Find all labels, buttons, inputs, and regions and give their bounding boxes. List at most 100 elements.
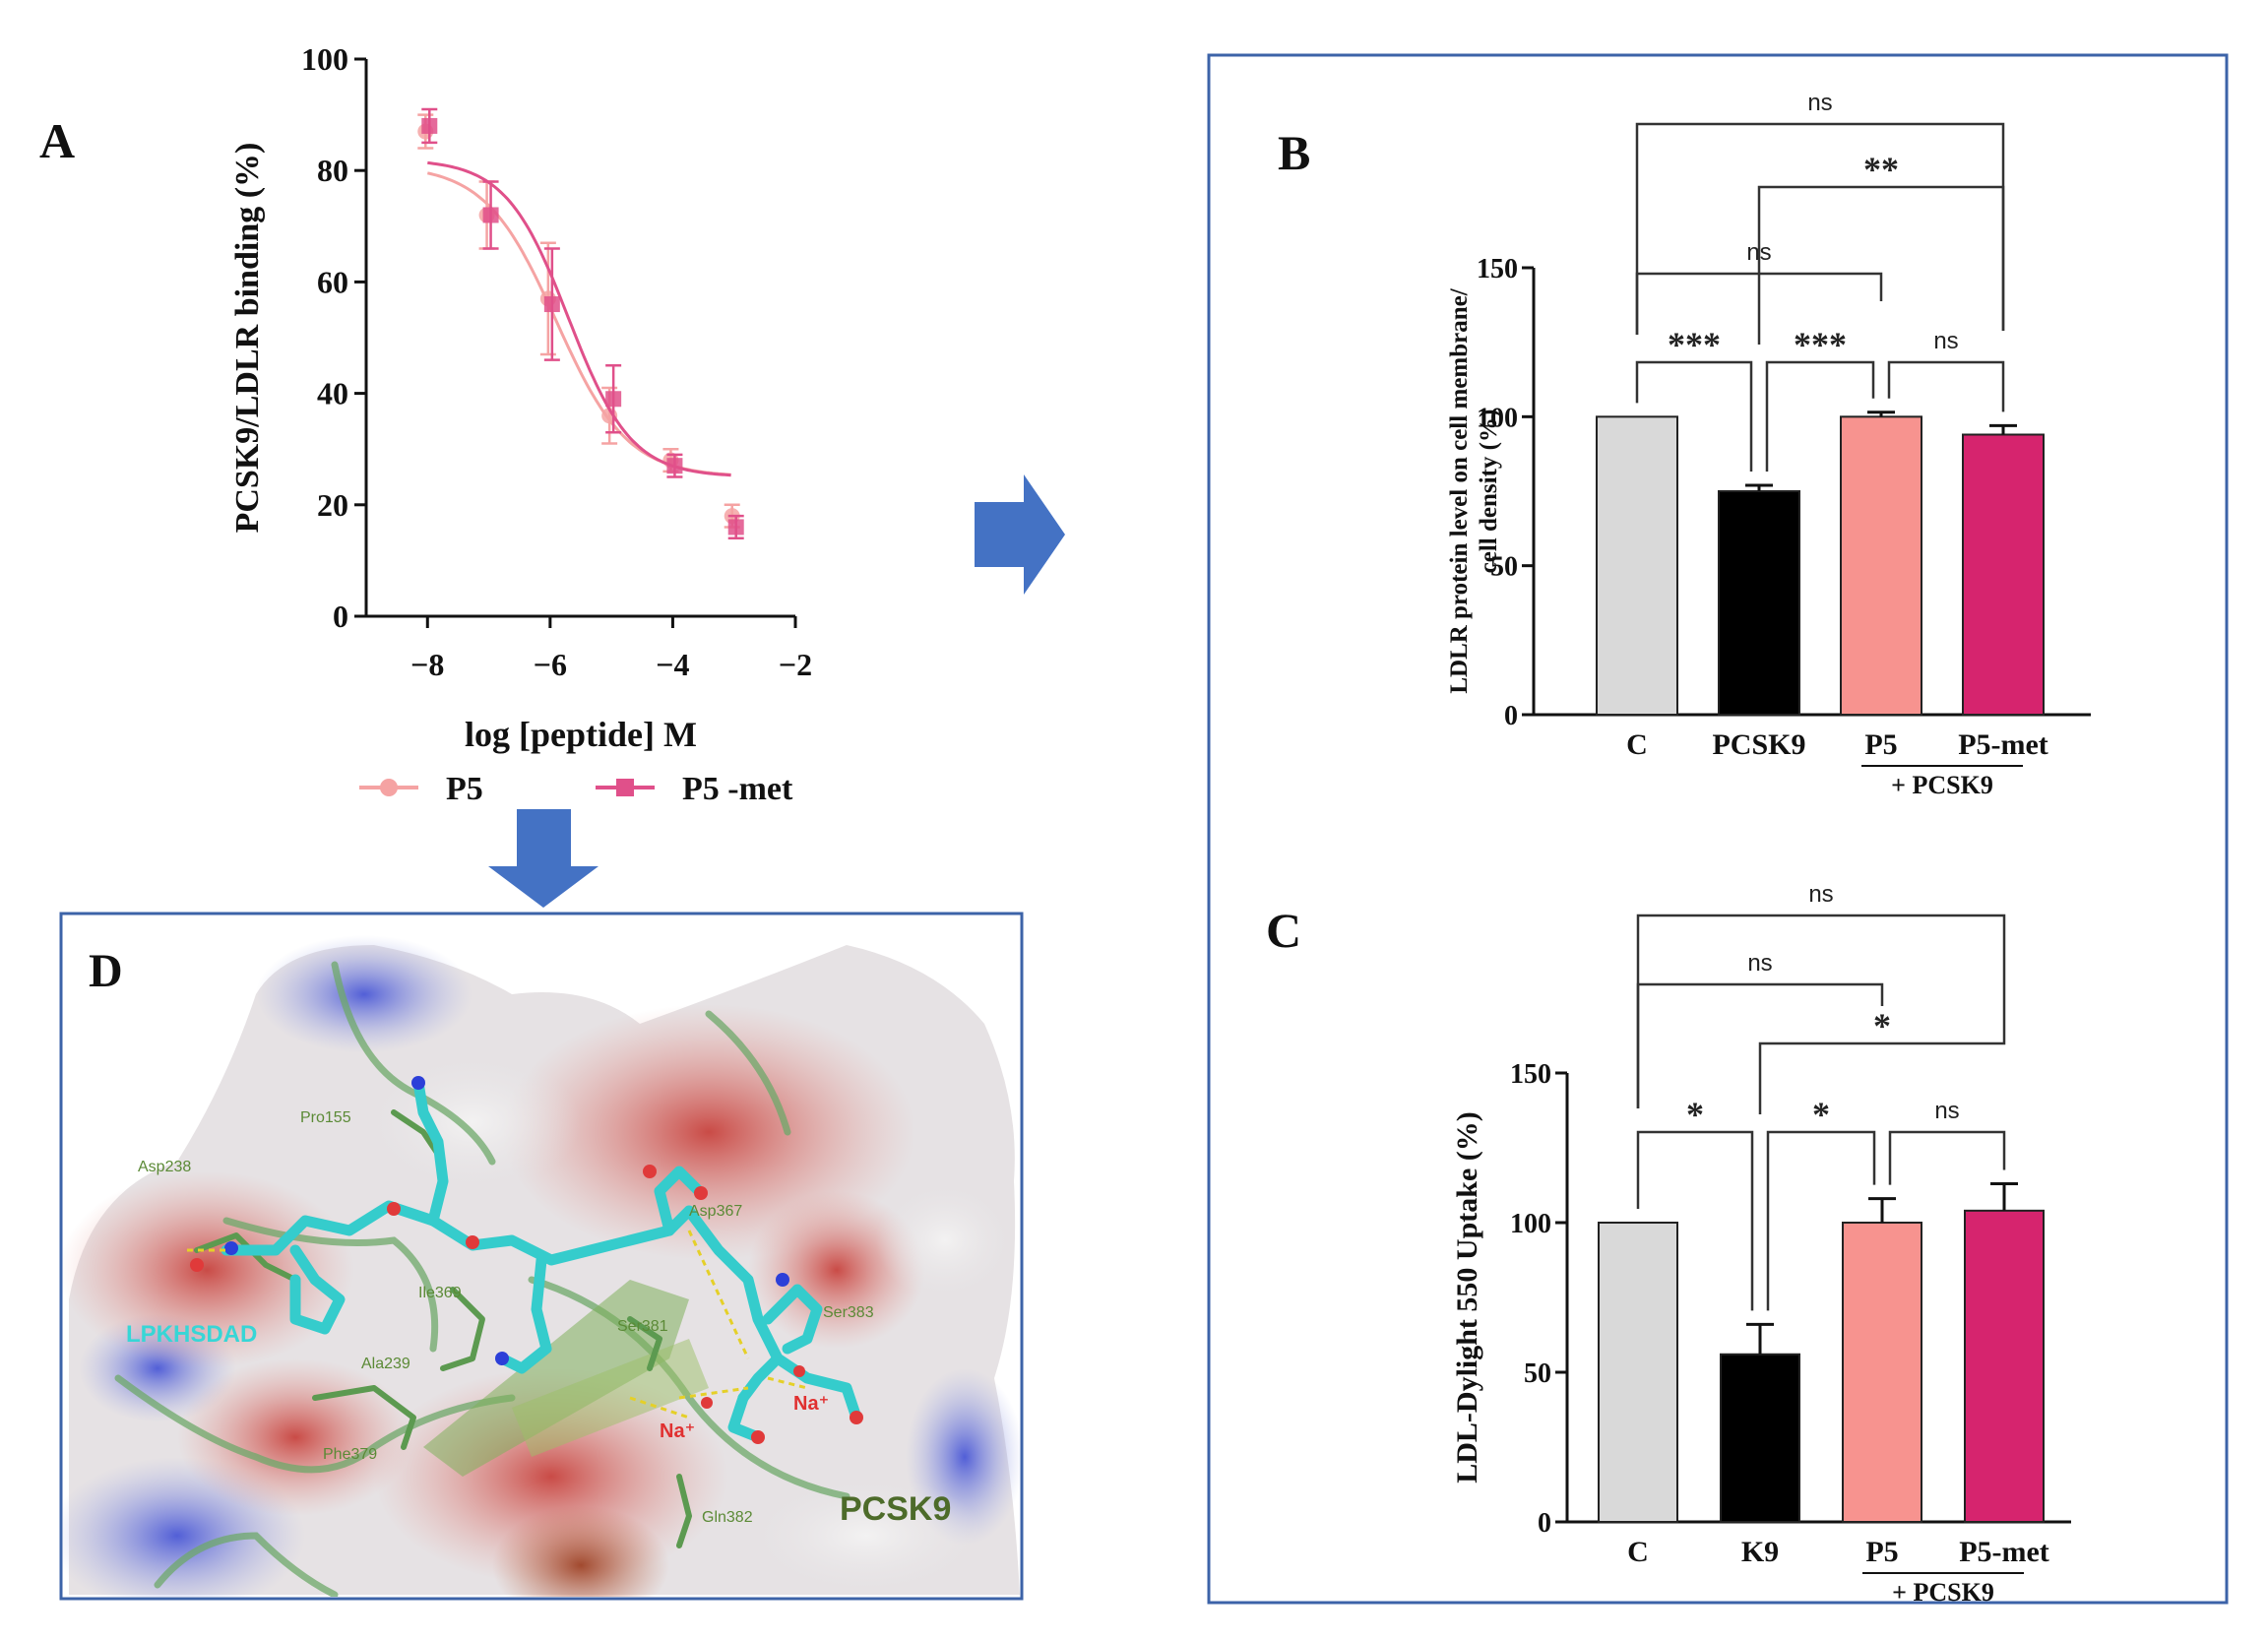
residue-label: Asp238	[138, 1159, 191, 1175]
peptide-side-chain	[412, 1077, 449, 1227]
significance-label: ns	[1933, 328, 1958, 354]
panel-a-letter: A	[39, 113, 75, 168]
category-label: C	[1626, 728, 1648, 761]
data-point-p5-met	[666, 458, 683, 474]
panel-d-letter: D	[89, 945, 123, 997]
arrow-down-icon	[488, 809, 598, 908]
sodium-ion	[701, 1397, 713, 1409]
significance-label: ns	[1934, 1098, 1959, 1124]
residue-label: Gln382	[702, 1509, 753, 1526]
protein-ribbon	[154, 1532, 339, 1597]
residue-label: Ser383	[823, 1304, 874, 1321]
legend-marker	[380, 779, 398, 796]
protein-ribbon	[705, 1010, 791, 1136]
x-tick-label: −6	[534, 647, 567, 682]
significance-label: ***	[1794, 325, 1847, 364]
y-axis-title: LDL-Dylight 550 Uptake (%)	[1451, 1111, 1483, 1483]
y-tick-label: 150	[1477, 254, 1518, 284]
side-chain	[312, 1385, 416, 1450]
bar-p5-met	[1964, 1209, 2045, 1523]
significance-label: ns	[1807, 90, 1832, 116]
significance-label: **	[1863, 150, 1899, 189]
bar-pcsk9	[1718, 490, 1800, 716]
bar-k9	[1720, 1353, 1800, 1524]
significance-label: *	[1873, 1006, 1891, 1045]
y-tick-label: 100	[301, 41, 348, 77]
panel-letter: C	[1266, 903, 1301, 958]
nitrogen-atom	[224, 1241, 238, 1255]
oxygen-atom	[387, 1202, 401, 1216]
legend-label: P5	[446, 771, 483, 807]
significance-bracket	[1635, 360, 1753, 472]
y-tick-label: 40	[317, 376, 348, 411]
peptide-side-chain	[496, 1254, 552, 1374]
oxygen-atom	[643, 1165, 657, 1178]
protein-ribbon	[222, 1217, 439, 1353]
y-tick-label: 0	[333, 599, 348, 634]
side-chain	[440, 1287, 485, 1371]
y-tick-label: 100	[1510, 1209, 1551, 1239]
oxygen-atom	[466, 1235, 479, 1249]
peptide-side-chain	[654, 1166, 705, 1236]
side-chain	[627, 1316, 662, 1371]
significance-bracket	[1757, 185, 2005, 345]
x-tick-label: −2	[779, 647, 812, 682]
residue-label: Ser381	[617, 1318, 668, 1335]
data-point-p5-met	[605, 391, 622, 408]
arrow-right-icon	[975, 474, 1065, 595]
residue-label: Ile369	[418, 1285, 462, 1301]
bar-c	[1596, 415, 1678, 716]
oxygen-atom	[850, 1411, 863, 1424]
data-point-p5-met	[421, 117, 438, 134]
x-tick-label: −4	[656, 647, 689, 682]
group-label: + PCSK9	[1892, 1578, 1994, 1607]
significance-bracket	[1635, 122, 2005, 335]
category-label: P5	[1865, 1536, 1898, 1568]
x-tick-label: −8	[410, 647, 444, 682]
y-tick-label: 0	[1504, 701, 1518, 731]
h-bond	[767, 1376, 808, 1390]
category-label: C	[1627, 1536, 1649, 1568]
beta-sheet	[512, 1339, 709, 1457]
oxygen-atom	[694, 1186, 708, 1200]
sodium-label: Na⁺	[793, 1393, 829, 1415]
significance-label: ns	[1808, 881, 1833, 908]
y-axis-title: LDLR protein level on cell membrane/	[1446, 287, 1473, 693]
x-axis-title: log [peptide] M	[465, 715, 697, 754]
significance-bracket	[1888, 1130, 2006, 1185]
category-label: P5-met	[1959, 1536, 2049, 1568]
y-axis-title: PCSK9/LDLR binding (%)	[229, 143, 266, 534]
protein-ribbon	[114, 1374, 516, 1474]
peptide-side-chain	[762, 1284, 823, 1355]
category-label: P5	[1864, 728, 1897, 761]
y-tick-label: 60	[317, 264, 348, 299]
oxygen-atom	[190, 1258, 204, 1272]
panel-letter: B	[1278, 125, 1310, 180]
bar-c	[1598, 1222, 1678, 1523]
protein-ribbon	[528, 1276, 850, 1500]
beta-sheet	[423, 1280, 689, 1477]
category-label: P5-met	[1958, 728, 2048, 761]
y-tick-label: 50	[1490, 552, 1518, 583]
peptide-label: LPKHSDAD	[126, 1321, 257, 1348]
significance-label: *	[1686, 1095, 1704, 1134]
group-label: + PCSK9	[1891, 771, 1993, 799]
significance-label: ns	[1747, 950, 1772, 977]
category-label: PCSK9	[1712, 728, 1805, 761]
protein-ribbon	[331, 961, 496, 1166]
y-tick-label: 80	[317, 153, 348, 188]
protein-label: PCSK9	[840, 1490, 951, 1528]
oxygen-atom	[751, 1430, 765, 1444]
y-tick-label: 150	[1510, 1059, 1551, 1090]
significance-bracket	[1636, 1130, 1754, 1311]
sodium-label: Na⁺	[660, 1420, 695, 1442]
panel-a-dose-response-chart: A 0 20 40 60 80 100 −8 −6 −4 −2 PCSK9/LDLR binding …	[39, 41, 812, 807]
category-label: K9	[1741, 1536, 1779, 1568]
sodium-ion	[793, 1365, 805, 1377]
significance-bracket	[1758, 1024, 2006, 1114]
panel-d-border	[59, 912, 1024, 1601]
peptide-side-chain	[727, 1392, 764, 1443]
bar-p5	[1840, 415, 1922, 716]
